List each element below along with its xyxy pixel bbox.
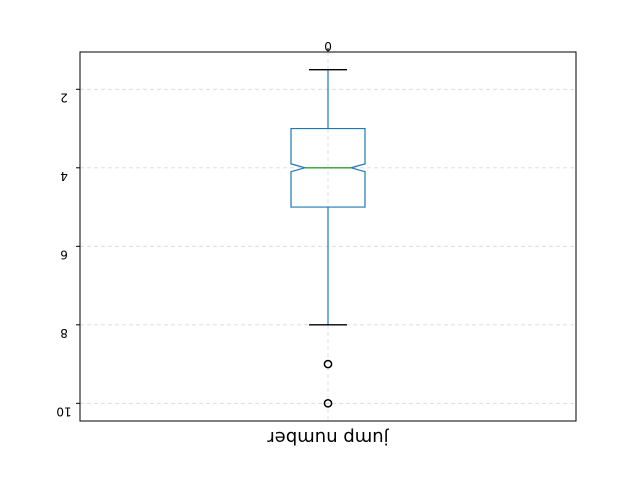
x-axis-label: jump number bbox=[267, 427, 390, 448]
box-body bbox=[290, 127, 366, 208]
y-tick-label: 6 bbox=[60, 248, 68, 262]
y-tick-label: 10 bbox=[56, 405, 71, 419]
y-tick-label: 8 bbox=[60, 326, 68, 340]
boxes bbox=[290, 68, 366, 408]
x-tick-label: 0 bbox=[324, 39, 332, 53]
y-tick-label: 4 bbox=[60, 169, 68, 183]
y-tick-label: 2 bbox=[60, 90, 68, 104]
flier-point bbox=[323, 398, 333, 408]
flier-point bbox=[323, 359, 333, 369]
y-axis: 2 4 6 8 10 bbox=[56, 88, 80, 419]
x-axis: 0 bbox=[324, 39, 332, 53]
